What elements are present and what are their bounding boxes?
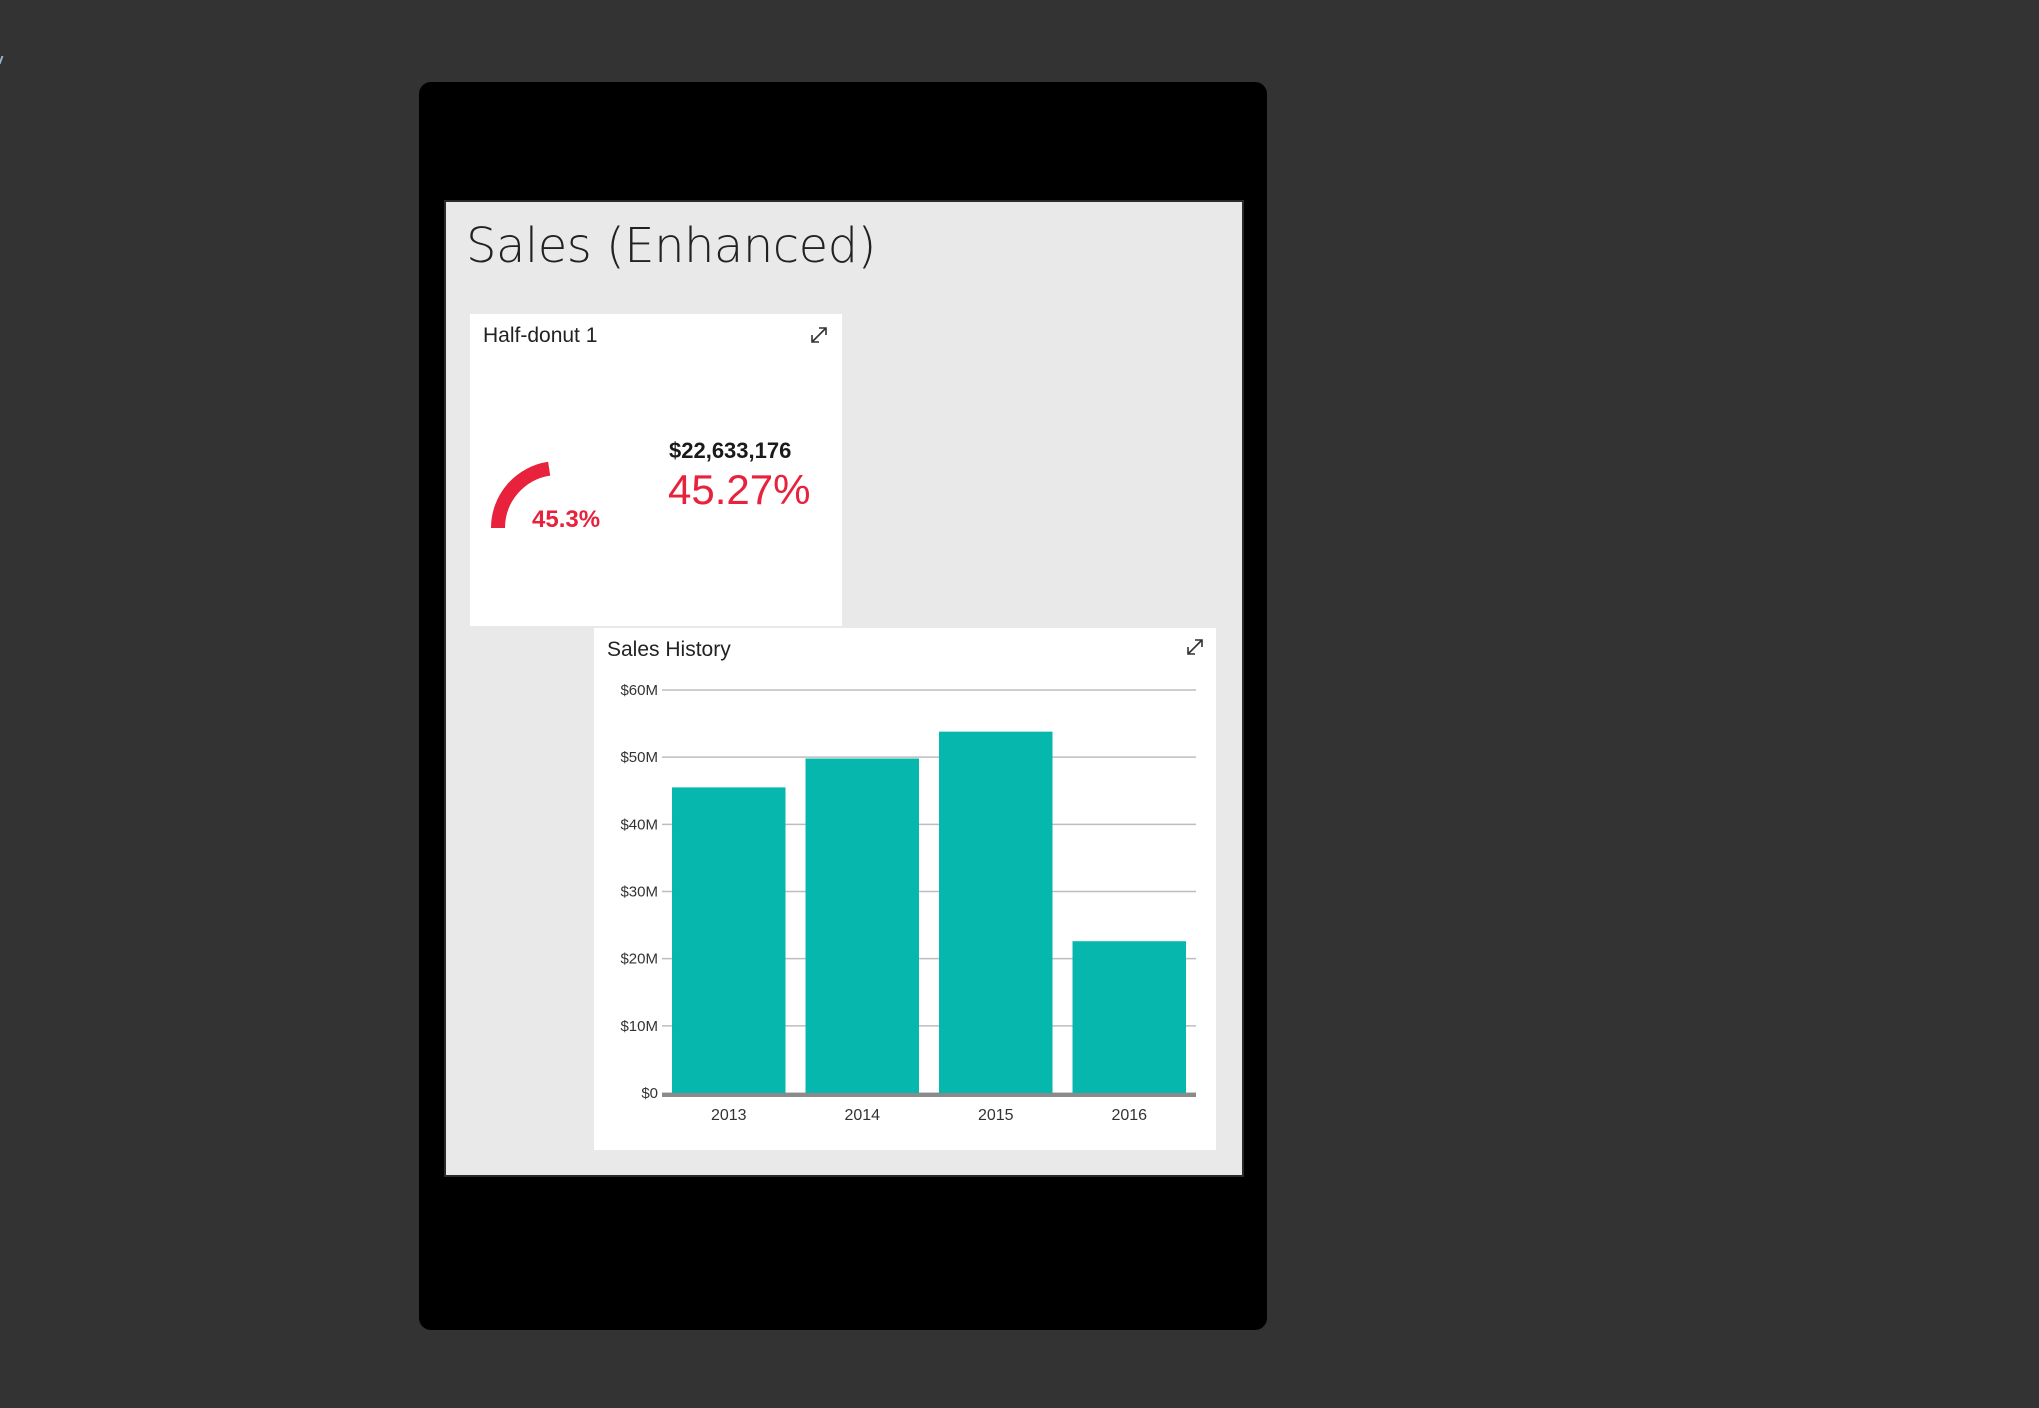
x-tick-label: 2014 bbox=[844, 1107, 880, 1124]
bar-2016[interactable] bbox=[1072, 941, 1186, 1093]
y-tick-label: $50M bbox=[620, 749, 658, 766]
y-tick-label: $20M bbox=[620, 951, 658, 968]
x-tick-label: 2016 bbox=[1111, 1107, 1147, 1124]
x-tick-label: 2015 bbox=[978, 1107, 1014, 1124]
expand-icon[interactable] bbox=[808, 324, 830, 346]
gauge-arc bbox=[491, 461, 551, 529]
y-tick-label: $10M bbox=[620, 1018, 658, 1035]
sales-history-tile[interactable]: Sales History $0 $10M $20M $30M $40M $50M $60M… bbox=[594, 628, 1216, 1150]
expand-icon[interactable] bbox=[1184, 636, 1206, 658]
page-title: Sales (Enhanced) bbox=[466, 218, 876, 274]
y-tick-label: $0 bbox=[641, 1085, 658, 1102]
half-donut-gauge bbox=[491, 461, 551, 529]
kpi-amount: $22,633,176 bbox=[669, 438, 792, 463]
y-tick-label: $60M bbox=[620, 682, 658, 699]
tile-title: Sales History bbox=[607, 638, 731, 661]
kpi-percent: 45.27% bbox=[668, 466, 811, 513]
gauge-label: 45.3% bbox=[532, 506, 601, 533]
x-tick-label: 2013 bbox=[711, 1107, 747, 1124]
bar-2013[interactable] bbox=[672, 787, 786, 1093]
dashboard-screen: Sales (Enhanced) Half-donut 1 45.3% $22,… bbox=[444, 200, 1244, 1177]
y-tick-label: $40M bbox=[620, 816, 658, 833]
half-donut-tile[interactable]: Half-donut 1 45.3% $22,633,176 45.27% bbox=[470, 314, 842, 626]
corner-mark bbox=[0, 56, 8, 64]
y-tick-label: $30M bbox=[620, 884, 658, 901]
sales-history-bar-chart: $0 $10M $20M $30M $40M $50M $60M 2013 2014 2015 20… bbox=[620, 682, 1196, 1124]
bar-2014[interactable] bbox=[805, 758, 919, 1093]
bar-2015[interactable] bbox=[939, 731, 1053, 1093]
tile-title: Half-donut 1 bbox=[483, 324, 598, 347]
